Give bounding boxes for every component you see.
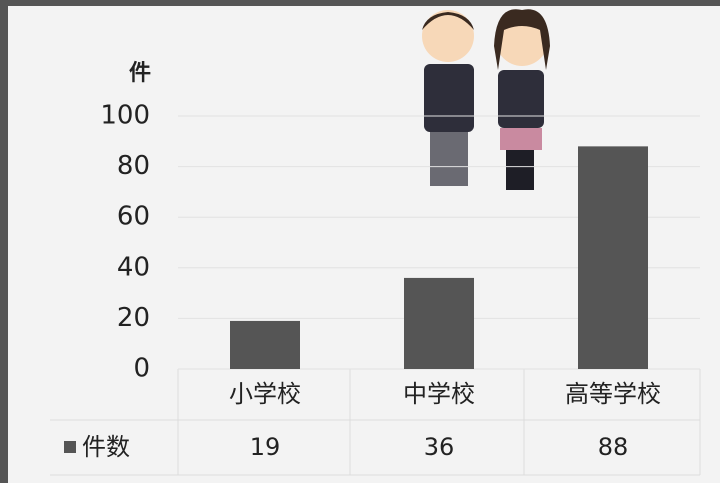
table-value: 88 — [598, 433, 629, 461]
bar — [578, 146, 648, 369]
x-tick-label: 小学校 — [229, 380, 301, 408]
y-tick-label: 0 — [133, 354, 150, 384]
table-value: 19 — [250, 433, 281, 461]
legend-swatch — [64, 441, 76, 453]
y-tick-label: 40 — [117, 252, 150, 282]
legend-label: 件数 — [82, 433, 130, 461]
bar — [404, 277, 474, 369]
y-tick-label: 80 — [117, 151, 150, 181]
x-tick-label: 中学校 — [403, 380, 475, 408]
table-value: 36 — [424, 433, 455, 461]
y-tick-label: 60 — [117, 202, 150, 232]
y-tick-label: 100 — [100, 101, 150, 131]
bar — [230, 320, 300, 369]
y-axis-label: 件 — [129, 61, 151, 86]
y-tick-label: 20 — [117, 303, 150, 333]
x-tick-label: 高等学校 — [565, 380, 661, 408]
illustration — [422, 9, 550, 190]
